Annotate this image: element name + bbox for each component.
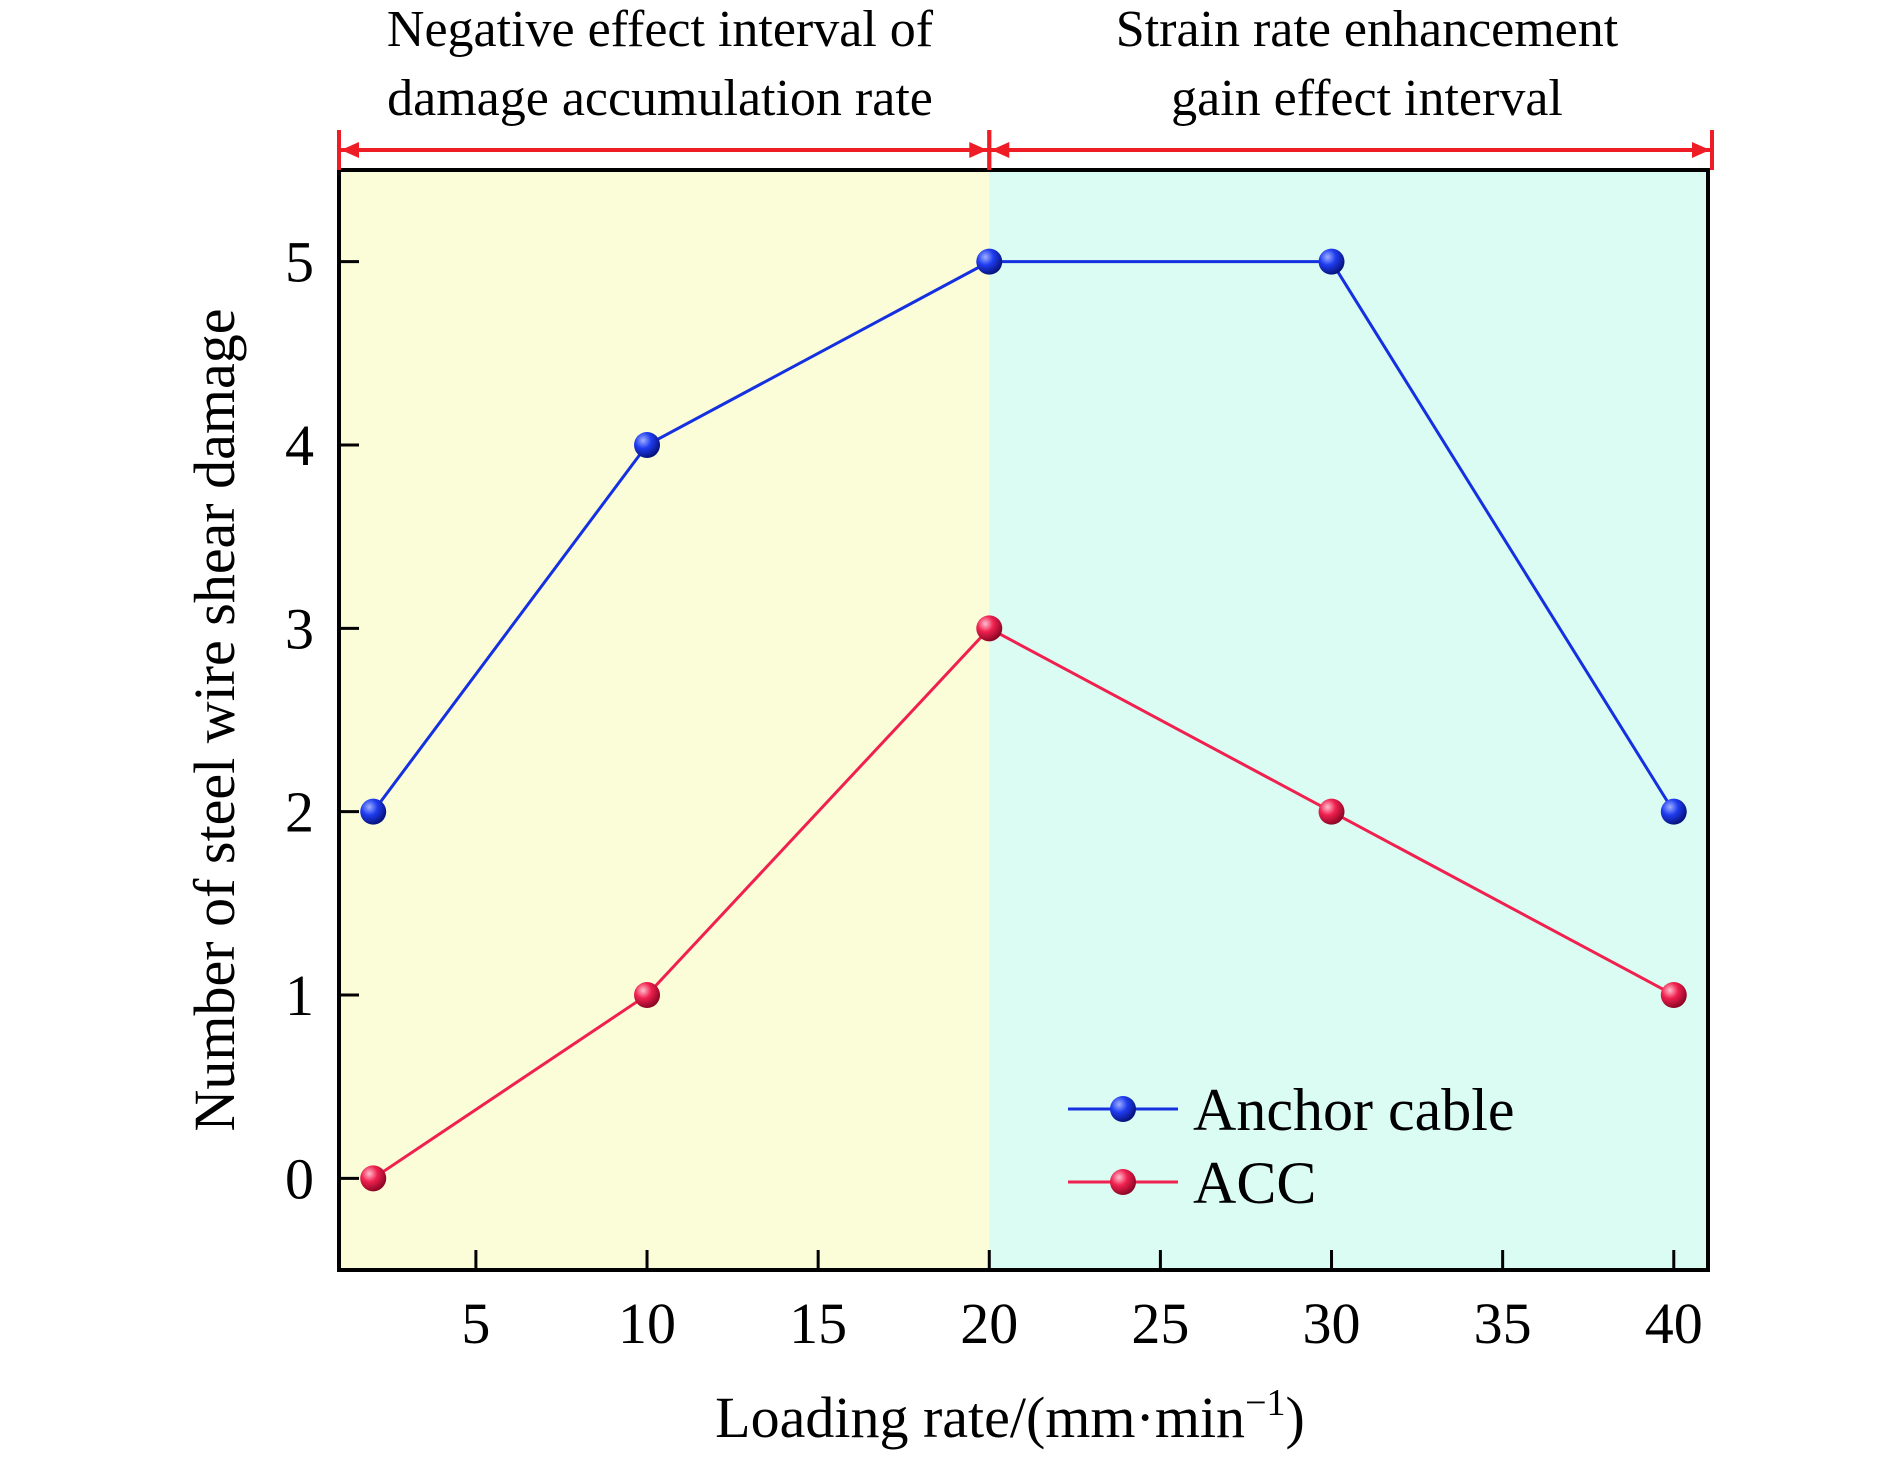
series-1-point-0 [360, 1165, 387, 1192]
interval-brackets [337, 130, 1714, 170]
x-axis: 5 10 15 20 25 30 35 40 [461, 1250, 1703, 1356]
series-1-point-4 [1660, 982, 1687, 1008]
legend-0-label: Anchor cable [1193, 1077, 1515, 1143]
legend-1-swatch-marker [1110, 1169, 1136, 1195]
x-tick-label-7: 40 [1645, 1291, 1703, 1356]
bracket-0-right-arrow [969, 142, 988, 158]
x-axis-title: Loading rate/(mm·min−1) [715, 1382, 1305, 1450]
y-axis: 0 1 2 3 4 5 [285, 230, 359, 1211]
series-0-point-0 [360, 798, 387, 825]
plot-frame [337, 168, 1710, 1272]
background-regions [339, 170, 1708, 1270]
series-0-point-2 [976, 248, 1003, 275]
y-axis-title: Number of steel wire shear damage [182, 309, 247, 1132]
x-axis-title-close: ) [1286, 1385, 1305, 1450]
series-1-point-3 [1318, 798, 1345, 825]
bracket-1-left-arrow [991, 142, 1010, 158]
region-1-title-line-0: Strain rate enhancement [1116, 1, 1619, 58]
bracket-0-left-arrow [341, 142, 359, 158]
legend: Anchor cable ACC [1068, 1077, 1515, 1216]
y-tick-label-1: 1 [285, 963, 314, 1028]
x-tick-label-4: 25 [1131, 1291, 1189, 1356]
x-tick-label-0: 5 [461, 1291, 490, 1356]
x-axis-title-text: Loading rate/(mm·min [715, 1385, 1245, 1450]
y-tick-label-2: 2 [285, 780, 314, 845]
series-0-point-4 [1660, 798, 1687, 825]
x-tick-label-1: 10 [618, 1291, 676, 1356]
series-0-point-1 [634, 432, 661, 458]
bracket-1-right-arrow [1692, 142, 1710, 158]
series-markers [360, 248, 1687, 1192]
series-1-point-2 [976, 615, 1003, 642]
region-0-title-line-1: damage accumulation rate [387, 70, 933, 127]
region-0-background [339, 170, 990, 1270]
region-0-title-line-0: Negative effect interval of [387, 1, 934, 58]
x-tick-label-6: 35 [1474, 1291, 1532, 1356]
x-axis-title-superscript: −1 [1245, 1382, 1285, 1424]
y-tick-label-0: 0 [285, 1146, 314, 1211]
series-0-point-3 [1318, 248, 1345, 275]
x-tick-label-2: 15 [789, 1291, 847, 1356]
y-tick-label-5: 5 [285, 230, 314, 295]
series-1-point-1 [634, 982, 661, 1008]
x-tick-label-5: 30 [1303, 1291, 1361, 1356]
y-tick-label-3: 3 [285, 596, 314, 661]
interval-titles: Negative effect interval of damage accumu… [387, 1, 1619, 127]
legend-1-label: ACC [1193, 1150, 1316, 1216]
x-tick-label-3: 20 [960, 1291, 1018, 1356]
region-1-background [989, 170, 1708, 1270]
legend-0-swatch-marker [1110, 1096, 1136, 1122]
y-tick-label-4: 4 [285, 413, 314, 478]
region-1-title-line-1: gain effect interval [1171, 70, 1563, 127]
